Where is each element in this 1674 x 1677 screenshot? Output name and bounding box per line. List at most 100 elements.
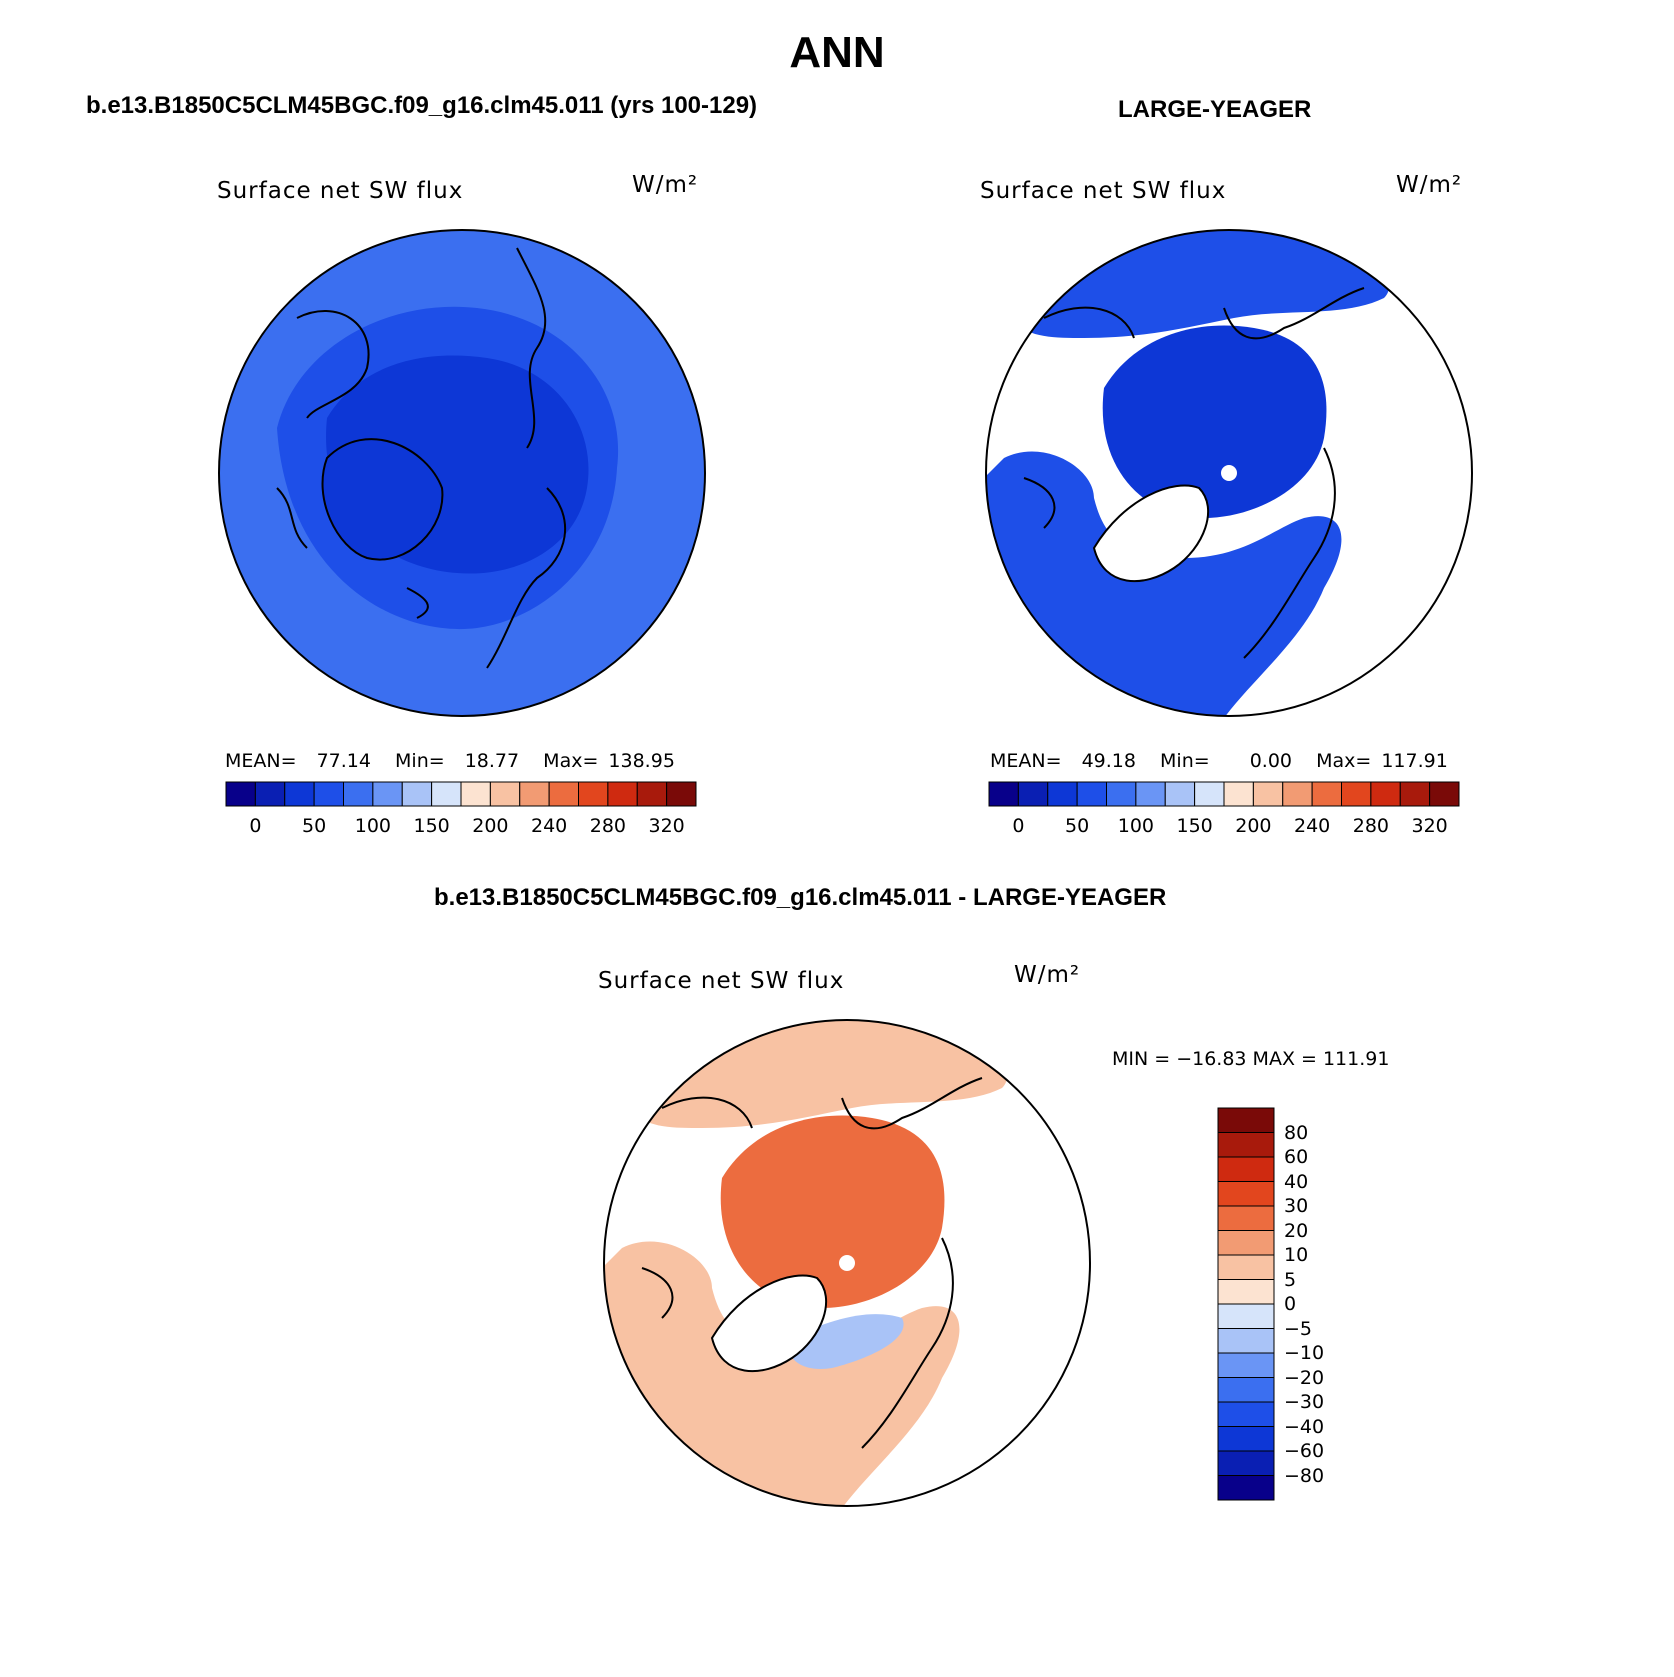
diff-colorbar-swatch xyxy=(1217,1205,1275,1231)
diff-colorbar-swatch xyxy=(1217,1303,1275,1329)
obs-colorbar-swatch xyxy=(1399,781,1431,807)
obs-max-label: Max= xyxy=(1316,750,1372,772)
obs-colorbar-swatch xyxy=(1135,781,1166,807)
diff-colorbar-tick-label: −5 xyxy=(1284,1317,1313,1340)
obs-units-label: W/m² xyxy=(1396,172,1463,198)
model-colorbar-swatch xyxy=(519,781,550,807)
model-colorbar-ticks: 0 50 100 150 200 240 280 320 xyxy=(226,815,696,839)
obs-mean-label: MEAN= xyxy=(990,750,1062,772)
diff-colorbar-swatch xyxy=(1217,1181,1275,1207)
obs-colorbar xyxy=(988,781,1460,807)
obs-colorbar-swatch xyxy=(1341,781,1372,807)
diff-colorbar-swatch xyxy=(1217,1426,1275,1452)
diff-colorbar-swatch xyxy=(1217,1254,1275,1280)
model-polar-map xyxy=(218,229,706,717)
diff-colorbar-swatch xyxy=(1217,1377,1275,1403)
diff-colorbar-tick-label: 5 xyxy=(1284,1268,1297,1291)
diff-polar-map xyxy=(603,1019,1091,1507)
obs-colorbar-tick-label: 100 xyxy=(1117,815,1155,837)
diff-arctic-core xyxy=(720,1115,945,1308)
model-coastlines xyxy=(276,247,566,669)
diff-colorbar-tick-label: 30 xyxy=(1284,1195,1309,1217)
obs-stats: MEAN= 49.18 Min= 0.00 Max= 117.91 xyxy=(990,750,1448,772)
model-colorbar-swatch xyxy=(313,781,344,807)
obs-polar-map xyxy=(985,229,1473,717)
obs-header: LARGE-YEAGER xyxy=(1118,96,1312,123)
diff-colorbar-swatch xyxy=(1217,1328,1275,1354)
obs-colorbar-tick-label: 150 xyxy=(1176,815,1213,837)
figure-title: ANN xyxy=(789,28,885,77)
diff-colorbar-swatch xyxy=(1217,1279,1275,1305)
diff-colorbar-tick-label: −60 xyxy=(1284,1440,1325,1462)
obs-variable-label: Surface net SW flux xyxy=(980,178,1227,204)
obs-colorbar-tick-label: 240 xyxy=(1293,815,1331,837)
diff-colorbar-swatch xyxy=(1217,1401,1275,1427)
model-mean-label: MEAN= xyxy=(225,750,297,772)
model-colorbar xyxy=(225,781,697,807)
model-colorbar-swatch xyxy=(372,781,403,807)
model-colorbar-swatch xyxy=(225,781,256,807)
model-colorbar-tick-label: 240 xyxy=(530,815,568,837)
obs-colorbar-swatch xyxy=(1223,781,1254,807)
obs-colorbar-swatch xyxy=(1017,781,1049,807)
model-units-label: W/m² xyxy=(632,172,699,198)
obs-colorbar-swatch xyxy=(988,781,1019,807)
model-variable-label: Surface net SW flux xyxy=(217,178,464,204)
obs-colorbar-tick-label: 320 xyxy=(1411,815,1448,837)
diff-colorbar-tick-label: 20 xyxy=(1284,1219,1309,1242)
diff-colorbar-tick-label: −40 xyxy=(1284,1415,1325,1438)
model-colorbar-tick-label: 50 xyxy=(302,815,327,837)
obs-colorbar-tick-label: 280 xyxy=(1352,815,1390,837)
diff-stats: MIN = −16.83 MAX = 111.91 xyxy=(1112,1048,1390,1070)
model-colorbar-swatch xyxy=(401,781,433,807)
model-colorbar-tick-label: 200 xyxy=(472,815,509,837)
obs-coastlines xyxy=(1023,287,1365,659)
diff-colorbar-tick-label: 40 xyxy=(1284,1170,1309,1193)
model-header: b.e13.B1850C5CLM45BGC.f09_g16.clm45.011 … xyxy=(86,92,758,119)
obs-colorbar-swatch xyxy=(1429,781,1460,807)
diff-field-lower xyxy=(604,1241,960,1506)
obs-colorbar-swatches xyxy=(988,781,1460,807)
obs-min-label: Min= xyxy=(1160,750,1210,772)
model-colorbar-swatch xyxy=(431,781,462,807)
obs-colorbar-swatch xyxy=(1106,781,1137,807)
obs-pole-hole xyxy=(1221,465,1237,481)
model-colorbar-swatch xyxy=(578,781,609,807)
diff-colorbar-swatch xyxy=(1217,1475,1275,1501)
diff-colorbar-swatch xyxy=(1217,1450,1275,1476)
model-mean-value: 77.14 xyxy=(316,750,371,772)
diff-colorbar-tick-label: −30 xyxy=(1284,1391,1325,1413)
obs-colorbar-swatch xyxy=(1252,781,1284,807)
model-colorbar-swatch xyxy=(460,781,491,807)
model-colorbar-swatch xyxy=(666,781,697,807)
diff-units-label: W/m² xyxy=(1014,962,1081,988)
obs-colorbar-tick-label: 200 xyxy=(1235,815,1272,837)
diff-colorbar-swatches xyxy=(1217,1107,1275,1501)
model-max-label: Max= xyxy=(543,750,599,772)
obs-colorbar-swatch xyxy=(1047,781,1078,807)
obs-arctic-core xyxy=(1102,325,1327,518)
diff-colorbar-tick-label: 0 xyxy=(1284,1293,1297,1315)
obs-colorbar-ticks: 0 50 100 150 200 240 280 320 xyxy=(989,815,1459,839)
diff-colorbar-swatch xyxy=(1217,1132,1275,1158)
model-colorbar-swatches xyxy=(225,781,697,807)
model-colorbar-swatch xyxy=(284,781,315,807)
model-colorbar-tick-label: 320 xyxy=(648,815,685,837)
diff-colorbar-swatch xyxy=(1217,1230,1275,1256)
diff-variable-label: Surface net SW flux xyxy=(598,968,845,994)
diff-colorbar-tick-label: −20 xyxy=(1284,1366,1325,1389)
model-colorbar-swatch xyxy=(548,781,579,807)
diff-coastlines xyxy=(641,1077,983,1449)
diff-colorbar-tick-label: 80 xyxy=(1284,1121,1309,1144)
diff-colorbar-swatch xyxy=(1217,1352,1275,1378)
obs-colorbar-swatch xyxy=(1311,781,1342,807)
model-colorbar-tick-label: 280 xyxy=(589,815,627,837)
obs-colorbar-tick-label: 0 xyxy=(1012,815,1025,837)
model-colorbar-tick-label: 0 xyxy=(249,815,262,837)
obs-colorbar-swatch xyxy=(1282,781,1313,807)
diff-greenland-land xyxy=(710,1274,827,1372)
model-max-value: 138.95 xyxy=(608,750,675,772)
obs-min-value: 0.00 xyxy=(1249,750,1293,772)
diff-colorbar xyxy=(1217,1107,1275,1501)
diff-colorbar-tick-label: 10 xyxy=(1284,1244,1309,1266)
